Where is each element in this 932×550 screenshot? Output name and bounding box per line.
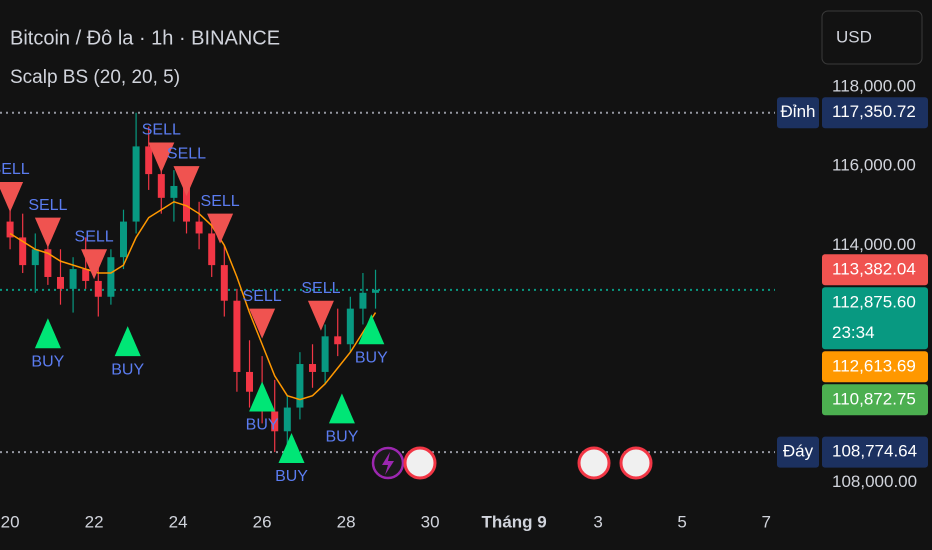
- signal-label: BUY: [355, 349, 388, 366]
- price-tag: Đáy: [783, 442, 814, 461]
- moving-average: [9, 200, 377, 401]
- candle-body: [309, 364, 317, 372]
- signal-label: BUY: [325, 429, 358, 446]
- indicator-name: Scalp BS (20, 20, 5): [10, 67, 180, 88]
- candle-body: [56, 276, 64, 289]
- candle-body: [19, 237, 27, 266]
- candle-body: [69, 269, 77, 289]
- x-tick-label: Tháng 9: [482, 512, 547, 531]
- sell-signal: [173, 166, 200, 197]
- signal-label: SELL: [142, 122, 181, 139]
- countdown: 23:34: [832, 323, 875, 342]
- candle-body: [359, 292, 367, 309]
- candle-body: [346, 308, 354, 345]
- candle-body: [94, 280, 102, 297]
- signal-label: BUY: [246, 417, 279, 434]
- x-tick-label: 22: [85, 512, 104, 531]
- buy-signal: [34, 318, 61, 349]
- candle-body: [132, 146, 140, 222]
- candle-body: [157, 174, 165, 198]
- x-tick-label: 26: [253, 512, 272, 531]
- price-tag-box: [777, 97, 819, 129]
- price-label: 112,613.69: [832, 356, 916, 375]
- currency-label[interactable]: USD: [836, 27, 872, 46]
- buy-signal: [328, 393, 355, 424]
- price-label-box: [822, 287, 928, 350]
- price-label-box: [822, 384, 928, 416]
- signal-label: SELL: [243, 288, 282, 305]
- candle-body: [220, 265, 228, 301]
- candle-body: [334, 336, 342, 345]
- candle-body: [44, 249, 52, 277]
- price-tag: Đỉnh: [781, 102, 816, 121]
- x-tick-label: 3: [593, 512, 602, 531]
- candle-body: [82, 269, 90, 281]
- price-label-box: [822, 254, 928, 286]
- signal-label: SELL: [28, 197, 67, 214]
- buy-signal: [358, 314, 385, 345]
- candle-body: [6, 221, 14, 238]
- price-label: 113,382.04: [832, 259, 916, 278]
- buy-signal: [114, 326, 141, 357]
- candle-body: [145, 146, 153, 175]
- y-tick-label: 108,000.00: [832, 472, 917, 491]
- x-tick-label: 24: [169, 512, 188, 531]
- currency-button[interactable]: [821, 10, 923, 65]
- candle-body: [233, 300, 241, 372]
- signal-label: BUY: [31, 353, 64, 370]
- signal-label: BUY: [111, 361, 144, 378]
- buy-signal: [249, 381, 276, 412]
- sell-signal: [34, 217, 61, 248]
- sell-signal: [0, 182, 24, 213]
- signal-label: SELL: [167, 145, 206, 162]
- candle-body: [107, 257, 115, 297]
- price-label: 112,875.60: [832, 292, 916, 311]
- y-tick-label: 118,000.00: [832, 77, 916, 96]
- x-tick-label: 5: [677, 512, 686, 531]
- candle-body: [372, 289, 380, 293]
- signal-label: SELL: [75, 228, 114, 245]
- candle-body: [283, 407, 291, 432]
- candle-body: [183, 185, 191, 222]
- candle-body: [208, 233, 216, 266]
- price-tag-box: [777, 436, 819, 468]
- price-label-box: [822, 351, 928, 383]
- sell-signal: [148, 142, 175, 173]
- candle-body: [195, 221, 203, 234]
- candle-body: [31, 249, 39, 266]
- y-tick-label: 114,000.00: [832, 235, 916, 254]
- plot: SELL SELL SELL SELL SELL SELL SELL SELL BUY BUY BU…: [0, 111, 775, 485]
- price-label-box: [822, 97, 928, 129]
- candle-body: [271, 411, 279, 432]
- price-label-box: [822, 436, 928, 468]
- price-label: 110,872.75: [832, 389, 916, 408]
- sell-signal: [81, 249, 108, 280]
- sell-signal: [307, 300, 334, 331]
- candle-body: [119, 221, 127, 258]
- price-label: 117,350.72: [832, 102, 916, 121]
- price-label: 108,774.64: [832, 442, 917, 461]
- sell-signal: [249, 308, 276, 339]
- candle-body: [246, 371, 254, 392]
- y-tick-label: 116,000.00: [832, 156, 916, 175]
- x-tick-label: 7: [761, 512, 770, 531]
- signal-label: BUY: [275, 468, 308, 485]
- chart-title: Bitcoin / Đô la · 1h · BINANCE: [10, 27, 280, 49]
- x-tick-label: 20: [1, 512, 20, 531]
- signal-label: SELL: [301, 280, 340, 297]
- candle-body: [170, 185, 178, 198]
- x-tick-label: 30: [421, 512, 440, 531]
- candle-body: [296, 364, 304, 408]
- signal-label: SELL: [201, 193, 240, 210]
- x-tick-label: 28: [337, 512, 356, 531]
- sell-signal: [207, 213, 234, 244]
- buy-signal: [278, 432, 305, 463]
- signal-label: SELL: [0, 161, 30, 178]
- candle-body: [321, 336, 329, 372]
- event-icons: [371, 446, 653, 480]
